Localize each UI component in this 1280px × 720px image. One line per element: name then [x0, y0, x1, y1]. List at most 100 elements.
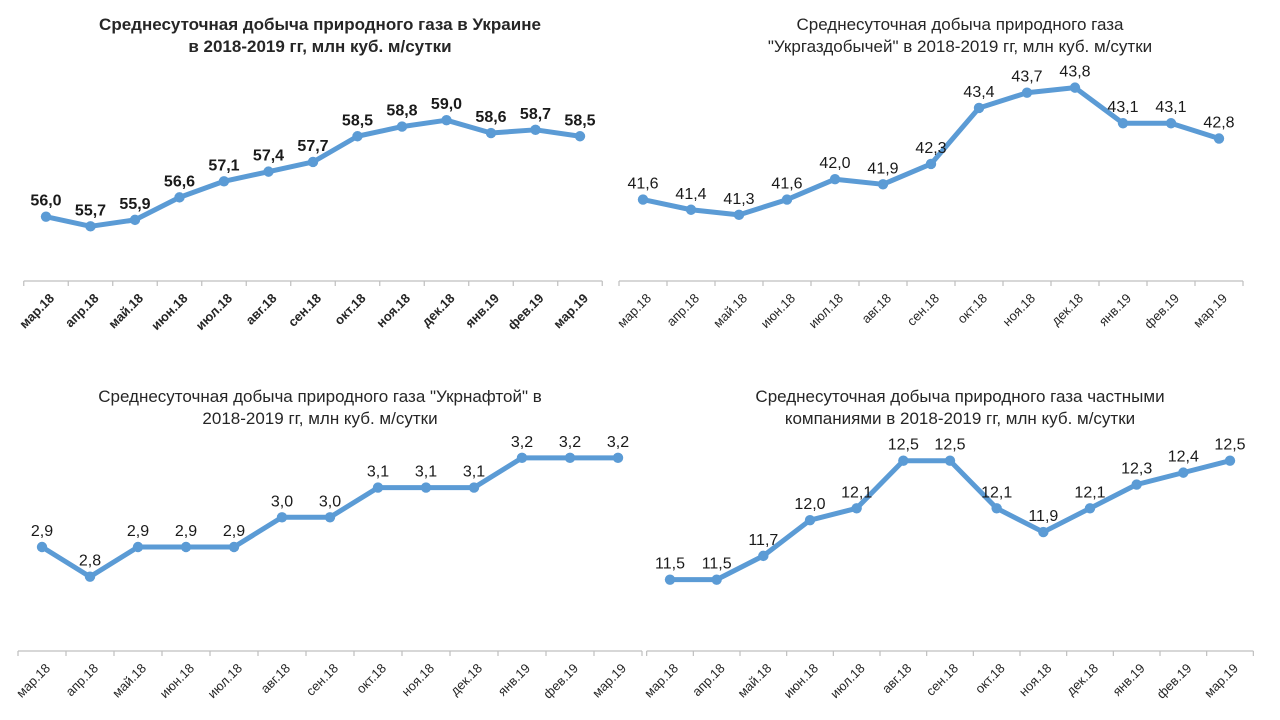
data-point-marker [468, 482, 480, 493]
data-point-marker [804, 514, 816, 526]
data-point-marker [973, 102, 985, 114]
data-label: 58,6 [475, 109, 506, 126]
chart-title-ukrnafta: Среднесуточная добыча природного газа "У… [10, 386, 630, 430]
x-axis-label: ноя.18 [373, 291, 413, 331]
data-label: 55,7 [75, 202, 106, 219]
data-label: 41,9 [867, 160, 898, 177]
data-point-marker [564, 452, 576, 464]
data-label: 57,7 [297, 138, 328, 155]
chart-title-line: 2018-2019 гг, млн куб. м/сутки [202, 409, 438, 428]
data-point-marker [372, 482, 384, 493]
data-label: 43,1 [1107, 99, 1138, 116]
data-point-marker [530, 124, 541, 136]
x-axis-label: авг.18 [243, 291, 280, 328]
data-label: 42,3 [915, 140, 946, 157]
x-axis-label: апр.18 [689, 661, 728, 700]
data-label: 11,7 [748, 532, 778, 549]
line-chart-ukrgazdobycha: 41,6 41,4 41,3 41,6 42,0 41,9 42,3 43,4 43,7 43,8… [614, 64, 1244, 331]
data-label: 58,5 [564, 112, 595, 129]
x-axis-label: апр.18 [62, 291, 102, 331]
data-label: 42,0 [819, 155, 850, 172]
data-point-marker [612, 452, 624, 464]
x-axis-label: авг.18 [258, 661, 294, 697]
chart-cell-ukrgazdobycha: Среднесуточная добыча природного газа "У… [614, 0, 1280, 360]
data-label: 12,5 [1214, 437, 1245, 454]
data-point-marker [925, 158, 937, 170]
x-axis-label: май.18 [734, 661, 774, 701]
data-label: 11,5 [702, 556, 732, 573]
chart-title-line: в 2018-2019 гг, млн куб. м/сутки [188, 37, 452, 56]
data-label: 3,0 [319, 493, 341, 510]
line-chart-private-companies: 11,5 11,5 11,7 12,0 12,1 12,5 12,5 12,1 11,9 12,1… [641, 437, 1254, 702]
data-label: 3,0 [271, 493, 293, 510]
data-label: 11,5 [655, 556, 685, 573]
data-point-marker [307, 156, 319, 168]
data-point-marker [228, 541, 240, 553]
data-label: 3,1 [415, 464, 437, 481]
chart-cell-ukraine-total: Среднесуточная добыча природного газа в … [0, 0, 640, 360]
data-point-marker [129, 214, 141, 226]
data-label: 12,5 [888, 437, 919, 454]
x-axis-label: мар.19 [589, 661, 629, 701]
x-axis-label: мар.19 [1201, 661, 1241, 701]
data-point-marker [1084, 503, 1096, 514]
data-label: 43,1 [1155, 99, 1186, 116]
x-axis-label: фев.19 [1154, 661, 1195, 702]
data-point-marker [733, 209, 745, 221]
data-point-marker [324, 512, 336, 523]
data-label: 12,3 [1121, 461, 1152, 478]
data-point-marker [218, 176, 230, 187]
data-label: 3,2 [511, 434, 533, 451]
data-point-marker [1131, 479, 1142, 490]
data-label: 2,9 [223, 523, 245, 540]
data-point-marker [781, 194, 793, 205]
data-label: 2,9 [175, 523, 197, 540]
data-label: 2,9 [31, 523, 53, 540]
x-axis-label: июн.18 [758, 291, 798, 331]
data-label: 55,9 [119, 196, 150, 213]
chart-title-line: Среднесуточная добыча природного газа ча… [755, 387, 1165, 406]
data-label: 56,0 [30, 193, 61, 210]
x-axis-label: май.18 [105, 291, 146, 332]
data-label: 41,6 [627, 176, 658, 193]
x-axis-label: май.18 [710, 291, 750, 331]
data-point-marker [1021, 87, 1033, 98]
data-label: 12,1 [1074, 484, 1105, 501]
data-point-marker [1165, 118, 1177, 129]
data-label: 3,2 [607, 434, 629, 451]
x-axis-label: мар.19 [1190, 291, 1230, 331]
x-axis-label: янв.19 [462, 291, 502, 331]
data-label: 56,6 [164, 173, 195, 190]
x-axis-label: фев.19 [505, 291, 547, 333]
x-axis-label: мар.18 [641, 661, 681, 701]
data-label: 2,8 [79, 553, 101, 570]
data-label: 12,5 [934, 437, 965, 454]
data-point-marker [1038, 526, 1049, 538]
x-axis-label: июл.18 [193, 291, 236, 334]
x-axis-label: апр.18 [63, 661, 102, 700]
x-axis-label: мар.18 [16, 291, 57, 332]
data-label: 43,8 [1059, 64, 1090, 81]
x-axis-label: янв.19 [495, 661, 533, 699]
data-point-marker [174, 192, 185, 203]
data-label: 58,7 [520, 106, 551, 123]
x-axis-label: июн.18 [148, 291, 190, 333]
line-chart-ukraine-total: 56,0 55,7 55,9 56,6 57,1 57,4 57,7 58,5 58,8 59,0… [16, 96, 603, 334]
data-label: 43,4 [963, 84, 994, 101]
x-axis-label: авг.18 [859, 291, 895, 327]
data-label: 3,2 [559, 434, 581, 451]
chart-title-line: Среднесуточная добыча природного газа в … [99, 15, 541, 34]
x-axis-label: дек.18 [1063, 661, 1101, 699]
data-label: 41,6 [771, 176, 802, 193]
data-point-marker [711, 574, 722, 585]
data-point-marker [132, 541, 144, 553]
chart-title-line: "Укргаздобычей" в 2018-2019 гг, млн куб.… [767, 37, 1153, 56]
data-point-marker [637, 194, 649, 205]
data-point-marker [36, 541, 48, 553]
data-point-marker [441, 114, 452, 126]
data-point-marker [829, 174, 841, 185]
data-point-marker [574, 131, 586, 142]
data-point-marker [276, 512, 288, 523]
data-point-marker [40, 211, 52, 222]
